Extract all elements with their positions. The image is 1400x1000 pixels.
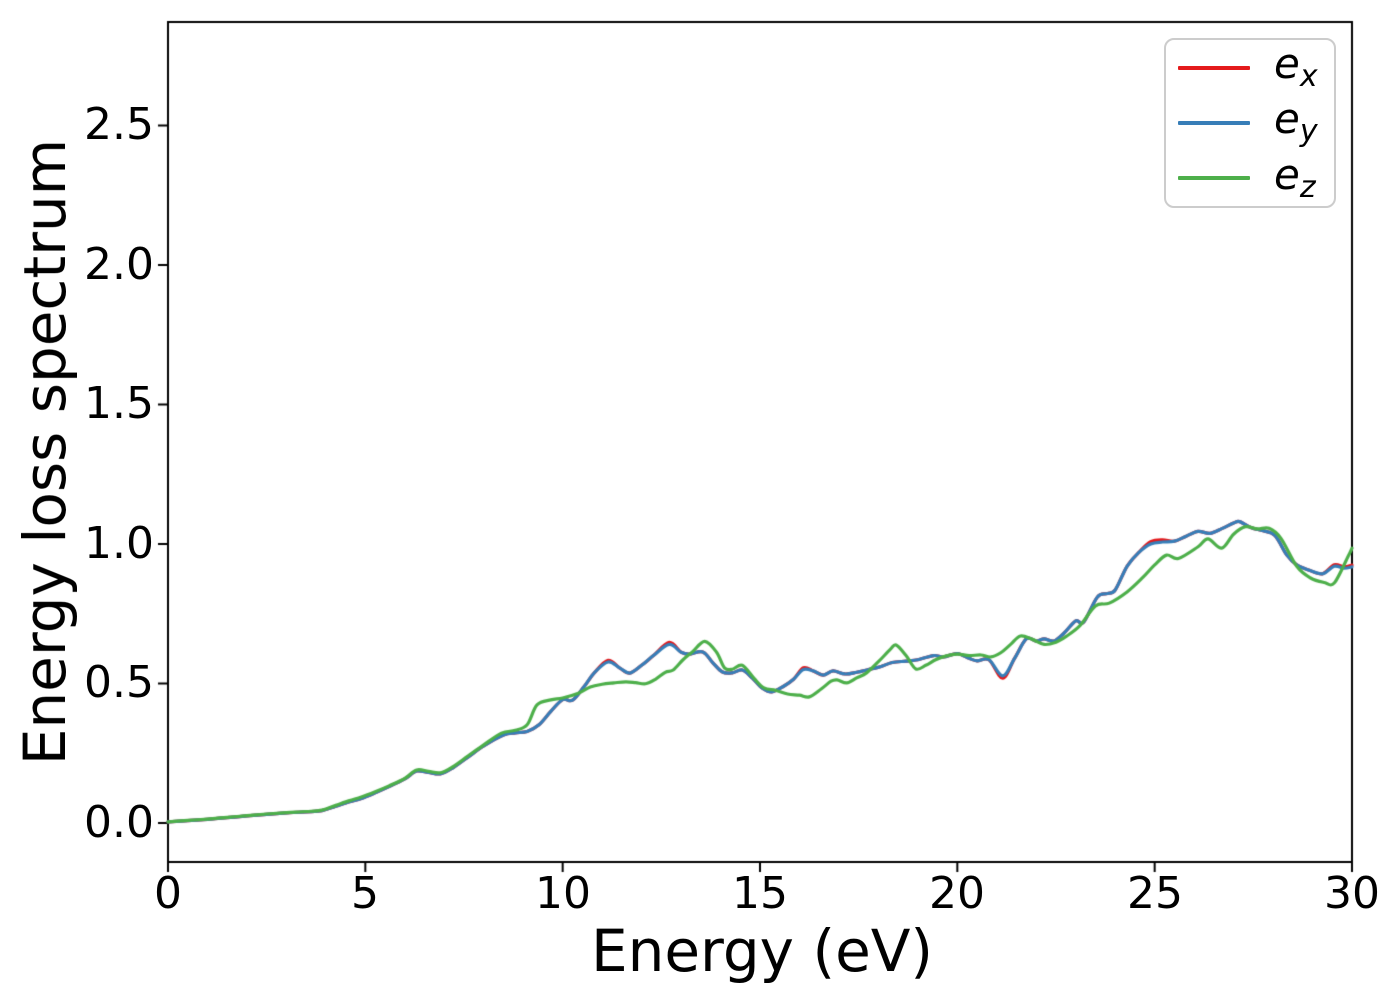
x-tick-label: 30	[1324, 868, 1380, 919]
y-tick-label: 0.5	[84, 657, 154, 708]
legend-label-ex: ex	[1274, 39, 1318, 95]
x-tick-label: 15	[732, 868, 788, 919]
y-tick-label: 1.5	[84, 378, 154, 429]
legend-entry-ez: ez	[1166, 151, 1334, 205]
y-tick-label: 2.5	[84, 99, 154, 150]
x-axis-label: Energy (eV)	[590, 917, 934, 985]
legend-entry-ey: ey	[1166, 96, 1334, 150]
y-tick-label: 1.0	[84, 518, 154, 569]
x-tick-label: 0	[154, 868, 182, 919]
y-tick-label: 0.0	[84, 797, 154, 848]
blue-line-swatch-icon	[1178, 120, 1250, 125]
red-line-swatch-icon	[1178, 65, 1250, 70]
x-tick-label: 20	[929, 868, 985, 919]
x-tick-label: 10	[535, 868, 591, 919]
x-tick-label: 5	[351, 868, 379, 919]
legend-entry-ex: ex	[1166, 41, 1334, 95]
legend-label-ez: ez	[1274, 149, 1316, 205]
green-line-swatch-icon	[1178, 176, 1250, 181]
y-tick-label: 2.0	[84, 239, 154, 290]
x-tick-label: 25	[1127, 868, 1183, 919]
legend-label-ey: ey	[1274, 94, 1318, 150]
legend: ex ey ez	[1164, 38, 1336, 208]
